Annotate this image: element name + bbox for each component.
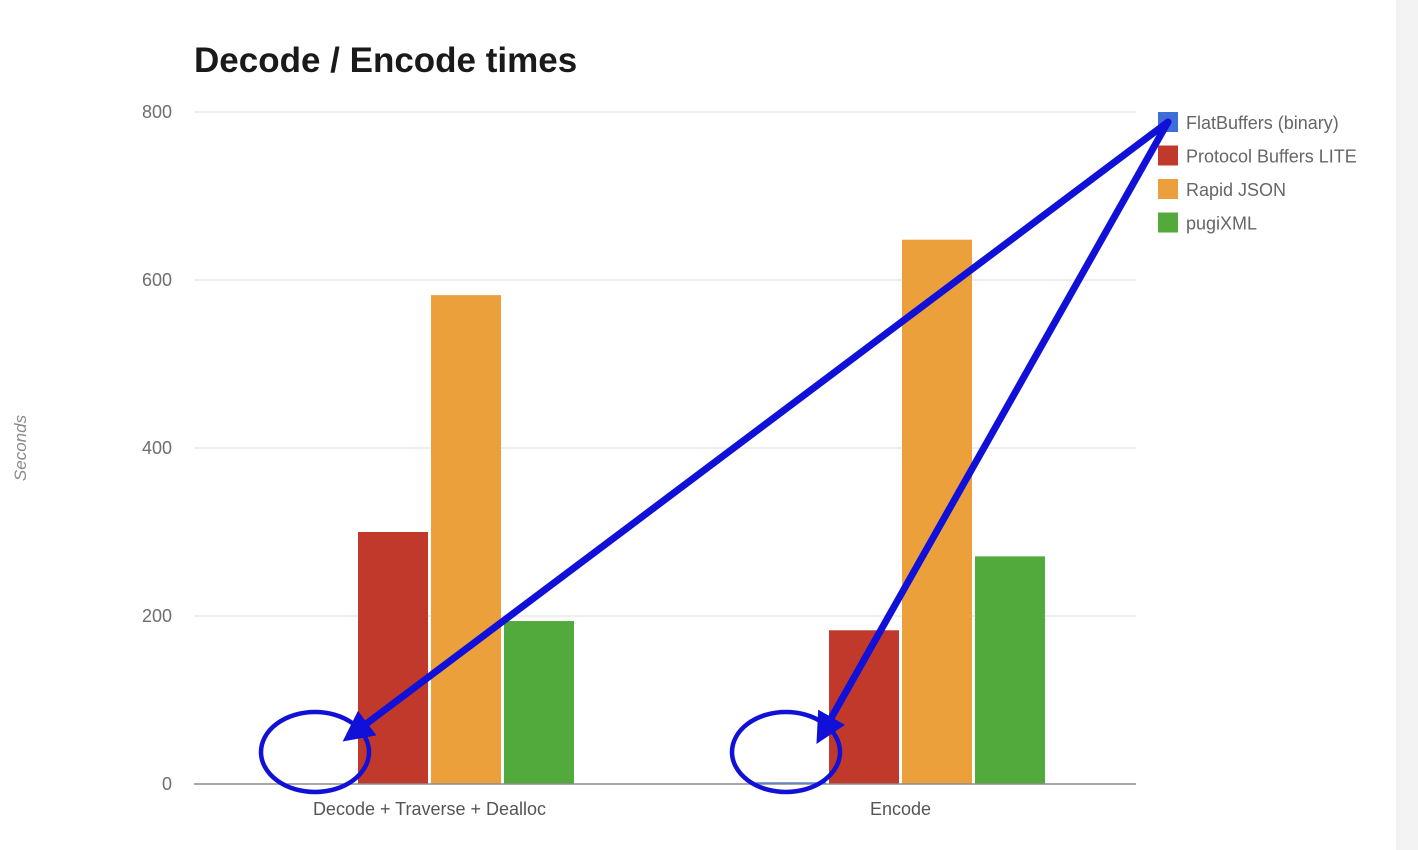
- chart-title: Decode / Encode times: [194, 41, 577, 80]
- legend-label-flatbuffers-binary: FlatBuffers (binary): [1186, 113, 1339, 133]
- x-category-label: Encode: [870, 799, 931, 819]
- y-tick-label: 0: [162, 774, 172, 794]
- gridlines: [194, 111, 1136, 617]
- y-axis-label: Seconds: [11, 414, 30, 481]
- bar-pugixml-decode-traverse-dealloc: [504, 621, 574, 784]
- bar-flatbuffers-binary-encode: [756, 782, 826, 784]
- bars: [358, 239, 1045, 784]
- legend-swatch-rapid-json: [1158, 179, 1178, 199]
- legend-label-pugixml: pugiXML: [1186, 214, 1257, 234]
- annotation-circle-1: [258, 709, 372, 795]
- annotation-arrow-2: [816, 118, 1172, 745]
- legend-swatch-protocol-buffers-lite: [1158, 145, 1178, 166]
- bar-rapid-json-decode-traverse-dealloc: [431, 295, 501, 784]
- y-tick-label: 600: [142, 270, 172, 290]
- right-edge-strip: [1396, 0, 1418, 850]
- y-tick-label: 200: [142, 606, 172, 626]
- legend: FlatBuffers (binary) Protocol Buffers LIT…: [1158, 112, 1357, 234]
- y-axis-ticks: 0 200 400 600 800: [142, 102, 172, 794]
- legend-label-protocol-buffers-lite: Protocol Buffers LITE: [1186, 147, 1357, 167]
- legend-swatch-pugixml: [1158, 212, 1178, 233]
- annotation-circle-2: [729, 709, 843, 795]
- x-category-label: Decode + Traverse + Dealloc: [313, 799, 546, 819]
- bar-pugixml-encode: [975, 556, 1045, 784]
- annotation-arrow-1: [342, 118, 1172, 742]
- y-tick-label: 400: [142, 438, 172, 458]
- bar-rapid-json-encode: [902, 239, 972, 784]
- y-tick-label: 800: [142, 102, 172, 122]
- legend-label-rapid-json: Rapid JSON: [1186, 180, 1286, 200]
- x-axis-categories: Decode + Traverse + Dealloc Encode: [313, 799, 931, 819]
- annotations: [258, 118, 1172, 795]
